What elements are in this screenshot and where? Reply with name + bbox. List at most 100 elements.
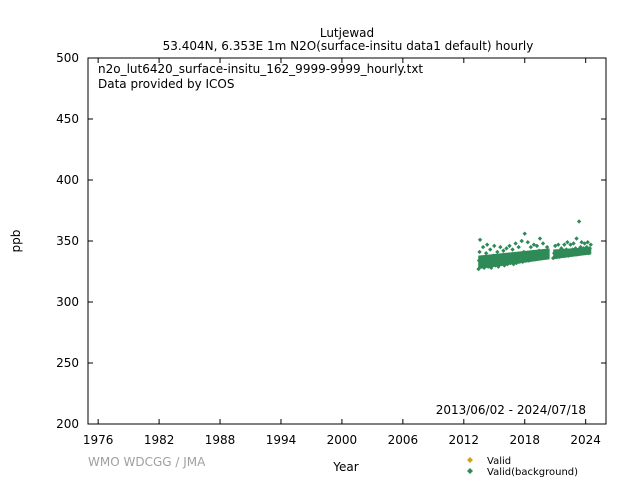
series-1-point-19 (494, 255, 499, 261)
series-1-point-21 (496, 264, 501, 269)
series-1-point-72 (554, 254, 559, 260)
y-axis: 200 250 300 350 400 450 500 (56, 51, 606, 431)
series-1-point-14 (489, 265, 494, 271)
series-1-point-95 (576, 219, 582, 224)
series-1-point-105 (586, 251, 591, 256)
series-1-point-60 (535, 255, 541, 261)
series-1-point-70 (552, 251, 557, 256)
series-1-point-32 (507, 243, 512, 249)
series-1-point-29 (504, 246, 509, 251)
series-1-point-65 (540, 241, 546, 246)
series-1-point-86 (568, 242, 573, 247)
series-1-point-68 (544, 244, 550, 250)
x-axis-label: Year (332, 460, 358, 474)
series-1-point-88 (570, 247, 575, 252)
y-tick-label-450: 450 (56, 112, 79, 126)
series-1-point-22 (497, 258, 502, 263)
credit-label: WMO WDCGG / JMA (88, 455, 206, 469)
y-tick-label-300: 300 (56, 295, 79, 309)
series-1-point-78 (560, 253, 565, 258)
series-1-point-44 (519, 238, 524, 244)
series-1-point-15 (490, 260, 495, 266)
y-tick-label-400: 400 (56, 173, 79, 187)
legend: Valid Valid(background) (467, 456, 578, 478)
x-tick-label-2012: 2012 (449, 433, 480, 447)
plot-area (476, 219, 593, 272)
series-1-point-9 (483, 251, 489, 256)
series-1-point-64 (539, 249, 545, 255)
series-1-point-47 (522, 231, 527, 236)
series-1-point-92 (574, 236, 579, 241)
legend-marker-valid (467, 457, 473, 463)
x-tick-label-1988: 1988 (205, 433, 236, 447)
series-1-point-67 (542, 251, 548, 256)
series-1-point-107 (588, 242, 593, 247)
series-1-point-16 (491, 253, 496, 258)
series-1-point-2 (477, 249, 482, 255)
series-1-point-20 (495, 249, 500, 255)
x-tick-label-2024: 2024 (570, 433, 601, 447)
legend-label-valid: Valid (487, 456, 511, 467)
series-1-point-97 (578, 244, 583, 250)
series-1-point-106 (587, 246, 592, 251)
legend-marker-valid-background (467, 468, 473, 474)
series-1-point-5 (479, 255, 485, 261)
series-1-point-17 (492, 243, 497, 249)
series-1-point-89 (571, 241, 576, 246)
series-1-point-46 (521, 249, 526, 255)
legend-label-valid-background: Valid(background) (487, 467, 578, 478)
series-1-point-6 (480, 244, 486, 250)
series-1-band-0 (478, 248, 550, 270)
series-1-point-41 (516, 244, 521, 250)
series-1-point-99 (580, 251, 585, 256)
series-1-point-26 (501, 248, 506, 253)
y-tick-label-250: 250 (56, 356, 79, 370)
series-1-point-0 (476, 266, 481, 272)
series-1-point-96 (577, 251, 582, 256)
y-axis-label: ppb (9, 230, 23, 253)
series-1-point-1 (476, 258, 482, 263)
series-1-point-104 (585, 240, 590, 245)
y-tick-label-500: 500 (56, 51, 79, 65)
provider-label: Data provided by ICOS (98, 77, 234, 91)
y-tick-label-350: 350 (56, 234, 79, 248)
x-tick-label-1994: 1994 (266, 433, 297, 447)
x-tick-label-1976: 1976 (83, 433, 114, 447)
series-1-point-42 (517, 259, 522, 264)
series-1-point-37 (512, 254, 517, 260)
x-tick-label-1982: 1982 (144, 433, 175, 447)
series-1-point-101 (582, 241, 587, 246)
series-1-point-23 (498, 244, 503, 250)
chart-subtitle: 53.404N, 6.353E 1m N2O(surface-insitu da… (163, 39, 534, 53)
series-1-point-83 (565, 240, 570, 245)
series-1-point-103 (584, 244, 589, 250)
series-1-point-87 (569, 252, 574, 257)
series-1-point-56 (531, 242, 537, 247)
series-1-point-82 (564, 247, 569, 252)
series-1-point-43 (518, 253, 523, 258)
series-1-point-84 (566, 253, 571, 258)
series-1-point-74 (556, 242, 561, 247)
series-1-point-13 (488, 247, 493, 252)
x-tick-label-2018: 2018 (509, 433, 540, 447)
x-tick-label-2000: 2000 (327, 433, 358, 447)
series-1-point-7 (481, 265, 487, 271)
series-1-point-28 (503, 257, 508, 262)
series-1-point-4 (478, 263, 484, 268)
series-1-point-50 (525, 240, 530, 245)
date-range-label: 2013/06/02 - 2024/07/18 (436, 403, 586, 417)
series-1-point-38 (513, 241, 518, 246)
y-tick-label-200: 200 (56, 417, 79, 431)
x-tick-label-2006: 2006 (388, 433, 419, 447)
series-1-point-53 (528, 244, 534, 250)
series-1-point-77 (559, 246, 564, 251)
file-label: n2o_lut6420_surface-insitu_162_9999-9999… (98, 62, 423, 76)
series-1-point-3 (477, 237, 483, 242)
series-1-point-58 (533, 251, 539, 256)
series-1-point-40 (515, 252, 520, 257)
series-1-point-76 (558, 248, 563, 253)
series-1-point-52 (527, 252, 533, 257)
series-1-point-94 (576, 247, 581, 252)
series-1-point-35 (510, 247, 515, 252)
